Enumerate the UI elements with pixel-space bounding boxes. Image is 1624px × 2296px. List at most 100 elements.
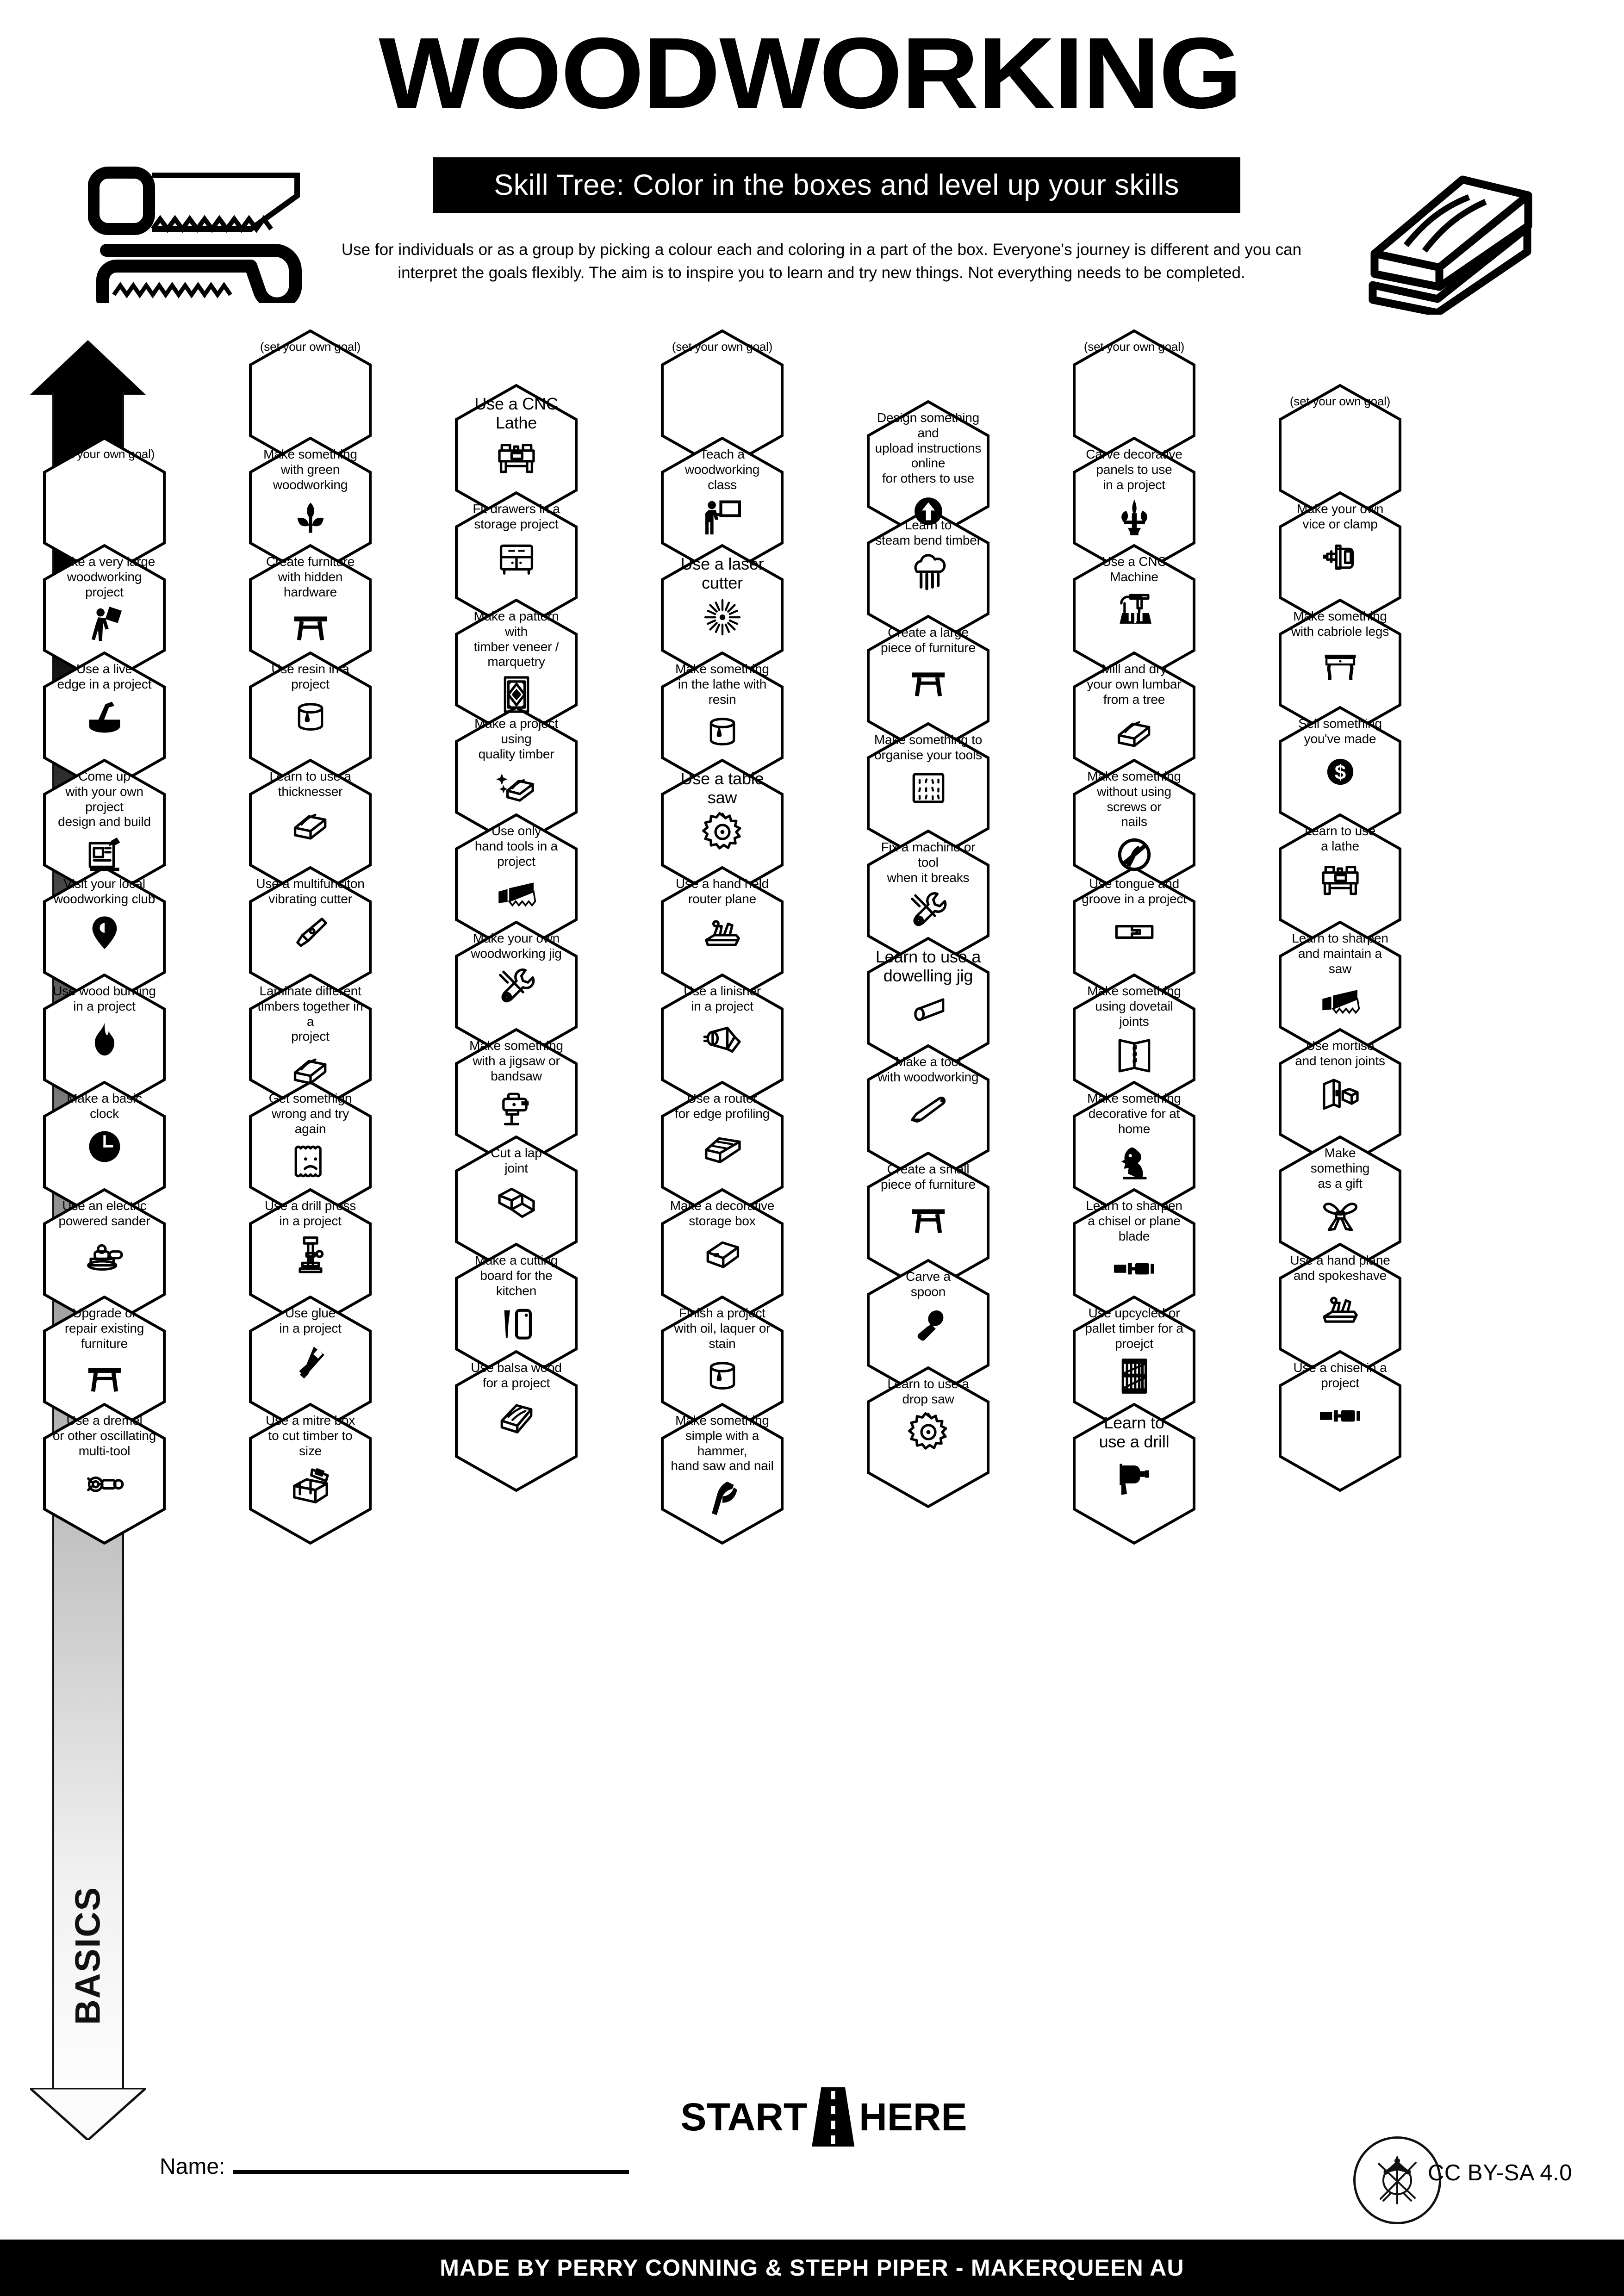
skill-hex[interactable]: Fix a machine or tool when it breaks <box>867 830 989 971</box>
skill-label: Use a CNC Lathe <box>474 394 558 433</box>
skill-hex[interactable]: Learn to use a lathe <box>1279 813 1401 955</box>
blueprint-icon <box>84 834 125 875</box>
skill-hex[interactable]: Learn to sharpen a chisel or plane blade <box>1073 1188 1195 1330</box>
road-dash <box>831 2121 835 2129</box>
skill-hex[interactable]: Make your own vice or clamp <box>1279 491 1401 633</box>
skill-hex[interactable]: (set your own goal) <box>1279 384 1401 526</box>
skill-hex[interactable]: Use a table saw <box>661 759 784 900</box>
marquetry-icon <box>496 674 537 715</box>
skill-hex[interactable]: Use a hand held router plane <box>661 866 784 1008</box>
skill-hex[interactable]: Use a dremel or other oscillating multi-to… <box>43 1403 166 1545</box>
skill-label: Use a drill press in a project <box>264 1198 356 1228</box>
skill-label: (set your own goal) <box>260 340 361 354</box>
skill-label: Use a chisel in a project <box>1293 1360 1387 1390</box>
name-field-row[interactable]: Name: <box>160 2154 629 2179</box>
skill-hex[interactable]: Come up with your own project design and b… <box>43 759 166 900</box>
skill-hex[interactable]: Carve decorative panels to use in a projec… <box>1073 437 1195 578</box>
skill-hex[interactable]: (set your own goal) <box>249 329 372 471</box>
skill-hex[interactable]: Learn to steam bend timber <box>867 508 989 649</box>
timber-stack-icon <box>1114 712 1155 752</box>
skill-label: Use a live edge in a project <box>57 662 152 691</box>
skill-hex-grid: (set your own goal) Make a very large wood… <box>43 329 1401 1545</box>
glue-gun-icon <box>290 1341 331 1382</box>
skill-hex[interactable]: Make a tool with woodworking <box>867 1044 989 1186</box>
skill-hex[interactable]: Use only hand tools in a project <box>455 813 578 955</box>
skill-label: Come up with your own project design and b… <box>58 769 151 829</box>
skill-hex[interactable]: Use glue in a project <box>249 1296 372 1437</box>
skill-hex[interactable]: Sell something you've made $ <box>1279 706 1401 848</box>
skill-hex[interactable]: Make something simple with a hammer, hand … <box>661 1403 784 1545</box>
linisher-icon <box>702 1019 743 1060</box>
skill-label: Use a linisher in a project <box>684 984 761 1013</box>
skill-label: Make a basic clock <box>67 1091 142 1121</box>
map-pin-icon <box>84 912 125 952</box>
skill-hex[interactable]: Make a pattern with timber veneer / marqu… <box>455 599 578 740</box>
skill-hex[interactable]: Use a linisher in a project <box>661 974 784 1115</box>
skill-hex[interactable]: Learn to use a drill <box>1073 1403 1195 1545</box>
skill-label: Use a hand plane and spokeshave <box>1290 1253 1390 1283</box>
skill-hex[interactable]: Teach a woodworking class <box>661 437 784 578</box>
skill-hex[interactable]: Make a very large woodworking project <box>43 544 166 686</box>
skill-hex[interactable]: Learn to use a dowelling jig <box>867 937 989 1079</box>
sprout-icon <box>290 497 331 538</box>
skill-label: Learn to use a drill <box>1099 1413 1170 1452</box>
page-title: WOODWORKING <box>379 17 1242 130</box>
spoon-icon <box>908 1304 949 1345</box>
skill-hex[interactable]: Use upcycled or pallet timber for a proejc… <box>1073 1296 1195 1437</box>
name-label: Name: <box>160 2154 225 2179</box>
skill-hex[interactable]: Use a hand plane and spokeshave <box>1279 1243 1401 1384</box>
credit-text: MADE BY PERRY CONNING & STEPH PIPER - MA… <box>440 2255 1184 2281</box>
skill-hex[interactable]: Make a cutting board for the kitchen <box>455 1243 578 1384</box>
skill-hex[interactable]: Use a mitre box to cut timber to size <box>249 1403 372 1545</box>
skill-hex[interactable]: Use a live edge in a project <box>43 652 166 793</box>
timber-stack-icon <box>290 1049 331 1090</box>
skill-hex[interactable]: Use resin in a project <box>249 652 372 793</box>
skill-label: Make something simple with a hammer, hand … <box>671 1413 774 1473</box>
skill-hex[interactable]: Use a drill press in a project <box>249 1188 372 1330</box>
skill-label: Make a project using quality timber <box>474 716 558 761</box>
skill-hex[interactable]: Use a router for edge profiling <box>661 1081 784 1222</box>
skill-hex[interactable]: (set your own goal) <box>43 437 166 578</box>
skill-hex[interactable]: Make something in the lathe with resin <box>661 652 784 793</box>
hammer-icon <box>702 1478 743 1519</box>
skill-hex[interactable]: Use a multifunciton vibrating cutter <box>249 866 372 1008</box>
skill-label: Make something with green woodworking <box>263 447 357 492</box>
person-carry-icon <box>84 604 125 645</box>
name-input-line[interactable] <box>233 2170 629 2174</box>
skill-hex[interactable]: Create a small piece of furniture <box>867 1152 989 1293</box>
skill-label: Use a hand held router plane <box>676 876 769 906</box>
skill-hex[interactable]: Learn to use a drop saw <box>867 1366 989 1508</box>
skill-label: Make something in the lathe with resin <box>675 662 769 707</box>
skill-hex[interactable]: Finish a project with oil, laquer or stain <box>661 1296 784 1437</box>
page-header: WOODWORKING Skill Tree: Color in the box… <box>0 0 1624 317</box>
drawers-icon <box>496 537 537 577</box>
skill-hex[interactable]: Make something using dovetail joints <box>1073 974 1195 1115</box>
skill-hex[interactable]: Use an electric powered sander <box>43 1188 166 1330</box>
skill-hex[interactable]: Learn to use a thicknesser <box>249 759 372 900</box>
skill-hex[interactable]: Make something without using screws or nai… <box>1073 759 1195 900</box>
skill-hex[interactable]: Use tongue and groove in a project <box>1073 866 1195 1008</box>
stool-icon <box>908 1197 949 1238</box>
skill-hex[interactable]: Use a chisel in a project <box>1279 1350 1401 1492</box>
skill-hex[interactable]: Make something with green woodworking <box>249 437 372 578</box>
skill-hex[interactable]: Visit your local woodworking club <box>43 866 166 1008</box>
skill-label: Use a laser cutter <box>680 554 764 593</box>
skill-hex[interactable]: Use mortise and tenon joints <box>1279 1028 1401 1170</box>
skill-label: Use a table saw <box>680 769 764 807</box>
skill-hex[interactable]: Make something to organise your tools <box>867 722 989 864</box>
skill-label: Learn to use a drop saw <box>887 1377 969 1406</box>
subtitle-banner: Skill Tree: Color in the boxes and level… <box>433 157 1240 213</box>
teacher-icon <box>702 497 743 538</box>
skill-hex[interactable]: Mill and dry your own lumbar from a tree <box>1073 652 1195 793</box>
skill-hex[interactable]: Use a CNC Machine <box>1073 544 1195 686</box>
skill-hex[interactable]: Create furniture with hidden hardware <box>249 544 372 686</box>
skill-hex[interactable]: Design something and upload instructions … <box>867 400 989 542</box>
skill-hex[interactable]: Upgrade or repair existing furniture <box>43 1296 166 1437</box>
skill-hex[interactable]: Use balsa wood for a project <box>455 1350 578 1492</box>
skill-hex[interactable]: Make a project using quality timber <box>455 706 578 848</box>
skill-hex[interactable]: (set your own goal) <box>661 329 784 471</box>
skill-label: Make something decorative for at home <box>1087 1091 1181 1136</box>
skill-hex[interactable]: Learn to sharpen and maintain a saw <box>1279 921 1401 1062</box>
dremel-icon <box>84 1463 125 1504</box>
